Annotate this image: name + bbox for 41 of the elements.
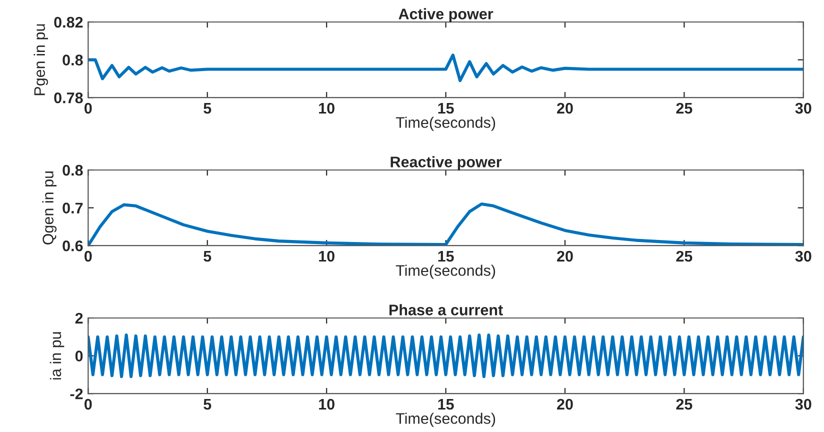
x-axis-title: Time(seconds) [396,264,496,279]
x-axis-title: Time(seconds) [396,412,496,427]
x-tick-label: 25 [676,250,692,262]
x-tick-label: 10 [319,250,334,262]
y-axis-title: Pgen in pu [34,24,48,96]
y-tick-label: 0.7 [62,202,83,214]
y-tick-label: 2 [75,312,83,324]
chart-title: Phase a current [389,304,503,316]
x-tick-label: 20 [557,398,573,410]
y-axis-title: Qgen in pu [42,171,57,244]
x-tick-label: 30 [795,250,812,262]
line-series [88,54,804,82]
x-tick-label: 10 [319,398,334,410]
x-tick-label: 30 [795,398,812,410]
x-tick-label: 5 [204,251,212,262]
y-tick-label: 0.8 [62,164,83,176]
y-axis-title: ia in pu [50,332,64,380]
x-axis-title: Time(seconds) [396,116,496,131]
x-tick-label: 5 [204,399,212,410]
x-tick-label: 25 [676,102,692,114]
x-tick-label: 15 [438,399,454,410]
x-tick-label: 10 [319,102,334,114]
line-series [88,333,804,378]
y-tick-label: -2 [70,388,83,400]
chart-title: Reactive power [390,156,502,170]
y-tick-label: 0.78 [54,92,83,104]
x-tick-label: 25 [676,398,692,410]
y-tick-label: 0.8 [62,54,83,66]
x-tick-label: 20 [557,250,573,262]
y-tick-label: 0.6 [62,240,83,252]
x-tick-label: 20 [557,102,573,114]
x-tick-label: 30 [795,102,812,114]
x-tick-label: 15 [438,103,454,114]
chart-title: Active power [398,8,494,22]
y-tick-label: 0.82 [54,16,83,28]
y-tick-label: 0 [75,350,83,362]
x-tick-label: 0 [84,398,92,410]
x-tick-label: 5 [204,103,212,114]
x-tick-label: 15 [438,251,454,262]
x-tick-label: 0 [84,250,92,262]
x-tick-label: 0 [84,102,92,114]
